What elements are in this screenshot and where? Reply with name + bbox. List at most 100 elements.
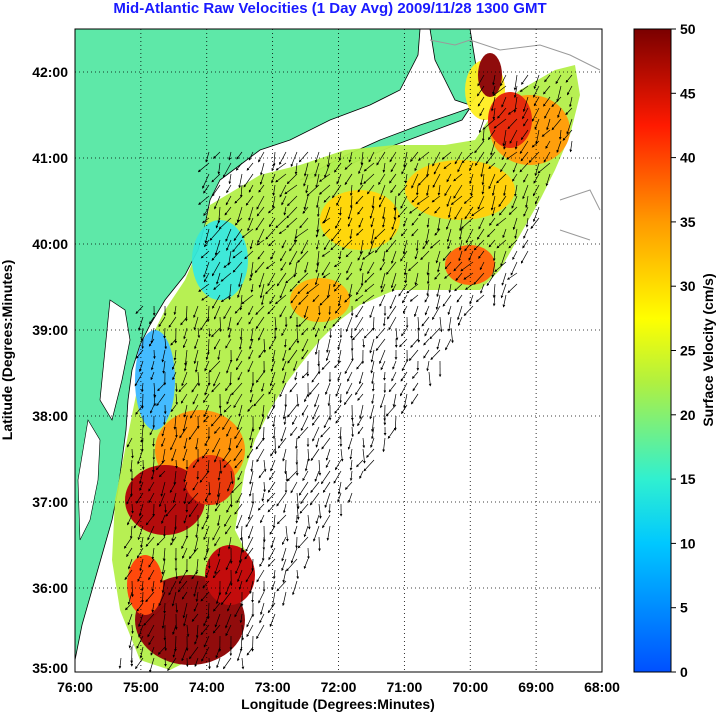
velocity-arrow (324, 162, 331, 178)
velocity-arrow (443, 162, 452, 170)
velocity-arrow (225, 382, 232, 392)
x-axis-label: Longitude (Degrees:Minutes) (241, 696, 435, 712)
velocity-arrow (183, 437, 188, 450)
velocity-arrow (246, 646, 254, 656)
velocity-arrow (556, 140, 562, 153)
velocity-arrow (137, 525, 144, 541)
velocity-arrow (386, 261, 397, 275)
velocity-arrow (163, 602, 167, 614)
velocity-arrow (184, 349, 188, 366)
velocity-arrow (247, 404, 254, 412)
velocity-arrow (344, 162, 353, 170)
velocity-arrow (239, 613, 243, 624)
velocity-arrow (321, 470, 331, 485)
velocity-arrow (272, 151, 276, 167)
velocity-arrow (371, 382, 375, 392)
velocity-arrow (362, 448, 366, 464)
velocity-arrow (437, 261, 441, 273)
velocity-arrow (338, 250, 342, 260)
velocity-arrow (346, 272, 353, 281)
velocity-arrow (216, 272, 221, 285)
velocity-arrow (401, 162, 408, 175)
velocity-arrow (537, 162, 551, 174)
bathymetry-contour (129, 39, 601, 651)
velocity-arrow (429, 327, 441, 340)
velocity-arrow (276, 272, 287, 287)
velocity-arrow (426, 217, 430, 228)
velocity-arrow (434, 272, 441, 280)
lat-tick-label: 42:00 (32, 64, 68, 80)
velocity-arrow (503, 184, 507, 197)
velocity-arrow (322, 272, 331, 278)
velocity-arrow (391, 217, 397, 230)
velocity-arrow (274, 294, 287, 305)
velocity-arrow (535, 129, 540, 145)
colorbar-tick-label: 20 (680, 407, 696, 423)
velocity-arrow (321, 360, 331, 371)
velocity-arrow (136, 547, 144, 559)
velocity-arrow (244, 250, 254, 260)
velocity-arrow (272, 184, 276, 196)
velocity-arrow (411, 393, 419, 405)
velocity-arrow (268, 239, 276, 247)
velocity-arrow (151, 547, 155, 560)
velocity-arrow (168, 316, 177, 328)
velocity-arrow (178, 569, 188, 585)
velocity-arrow (479, 261, 485, 271)
velocity-arrow (315, 261, 320, 273)
velocity-arrow (454, 206, 463, 220)
velocity-arrow (389, 228, 397, 241)
velocity-arrow (492, 85, 507, 96)
velocity-arrow (129, 459, 133, 473)
velocity-arrow (393, 206, 397, 221)
velocity-arrow (534, 195, 540, 205)
velocity-arrow (364, 272, 375, 283)
velocity-arrow (301, 371, 309, 379)
velocity-arrow (220, 294, 232, 303)
velocity-arrow (151, 580, 155, 592)
velocity-arrow (370, 426, 375, 440)
velocity-arrow (333, 272, 342, 288)
velocity-arrow (477, 228, 485, 240)
velocity-arrow (307, 448, 311, 462)
velocity-arrow (310, 481, 320, 493)
velocity-arrow (126, 547, 133, 558)
velocity-arrow (234, 459, 243, 469)
velocity-arrow (492, 283, 496, 299)
velocity-arrow (301, 349, 309, 360)
velocity-arrow (212, 437, 221, 453)
velocity-arrow (498, 195, 507, 208)
velocity-arrow (326, 283, 331, 299)
velocity-arrow (366, 184, 375, 195)
velocity-arrow (151, 470, 155, 480)
velocity-arrow (402, 294, 408, 304)
velocity-arrow (436, 283, 441, 298)
velocity-arrow (201, 514, 210, 530)
velocity-arrow (134, 371, 144, 387)
velocity-arrow (338, 151, 342, 162)
velocity-arrow (316, 250, 320, 267)
velocity-arrow (228, 437, 232, 451)
velocity-arrow (127, 613, 133, 626)
velocity-arrow (332, 184, 342, 199)
velocity-arrow (351, 415, 355, 428)
velocity-arrow (230, 492, 233, 508)
velocity-arrow (530, 217, 540, 230)
velocity-arrow (330, 239, 342, 251)
velocity-arrow (534, 118, 540, 130)
velocity-arrow (257, 503, 265, 511)
velocity-arrow (299, 217, 309, 229)
velocity-arrow (435, 294, 441, 310)
velocity-arrow (272, 393, 276, 409)
velocity-arrow (426, 283, 430, 297)
velocity-arrow (205, 536, 210, 554)
velocity-arrow (239, 338, 243, 350)
lon-tick-label: 71:00 (386, 679, 422, 695)
velocity-arrow (241, 657, 245, 670)
velocity-arrow (431, 195, 441, 203)
velocity-arrow (269, 470, 276, 481)
velocity-arrow (236, 514, 243, 529)
lat-tick-label: 39:00 (32, 322, 68, 338)
velocity-arrow (180, 316, 188, 326)
velocity-arrow (372, 316, 375, 331)
